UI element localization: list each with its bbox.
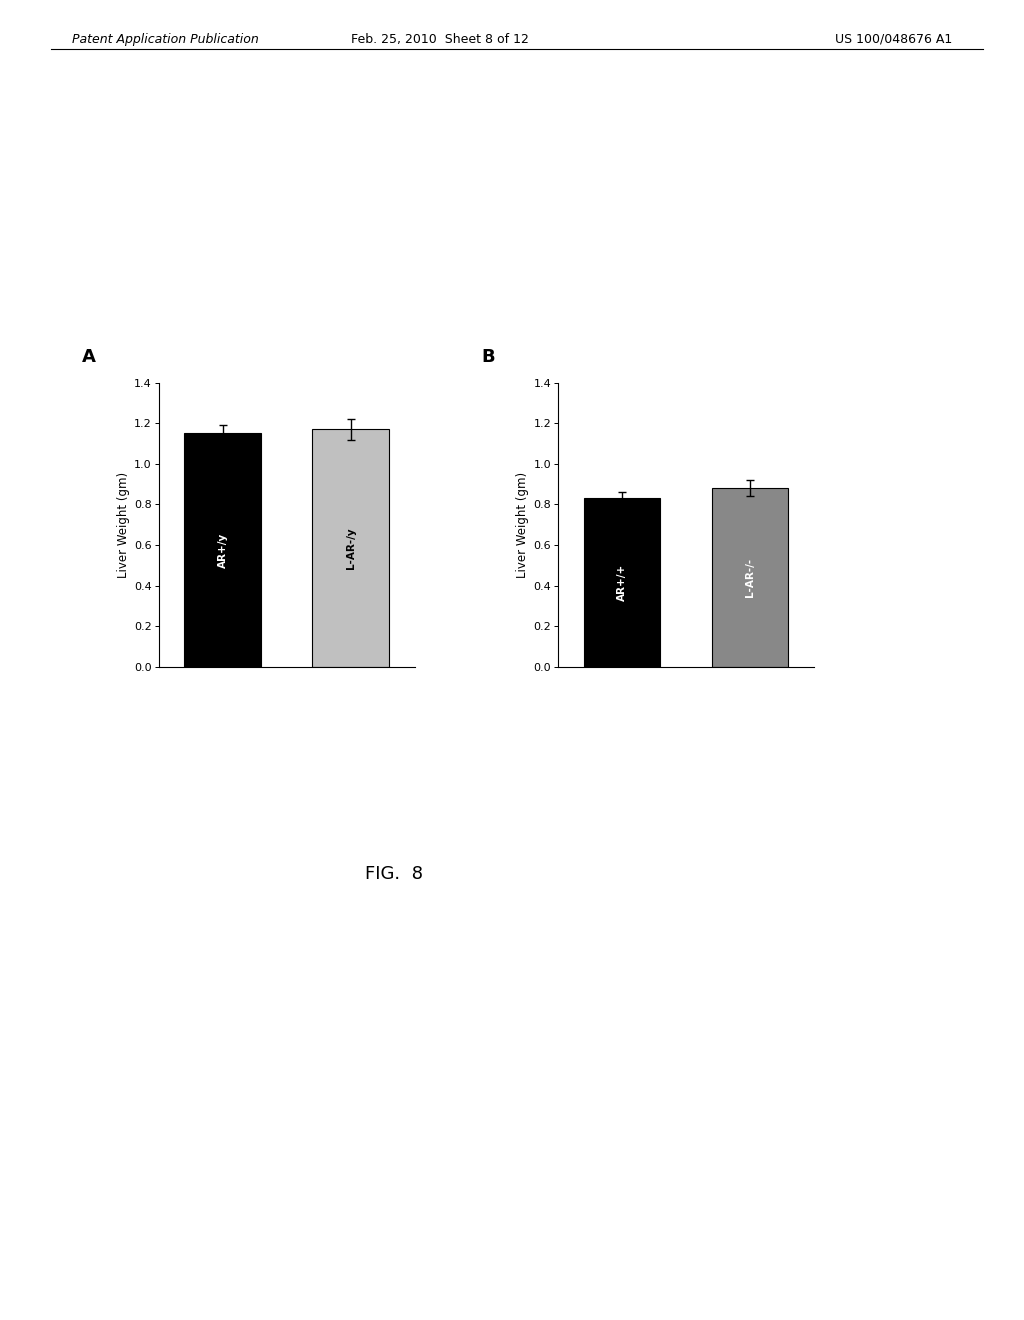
- Text: Feb. 25, 2010  Sheet 8 of 12: Feb. 25, 2010 Sheet 8 of 12: [351, 33, 529, 46]
- Text: L-AR-/y: L-AR-/y: [346, 527, 355, 569]
- Text: B: B: [481, 347, 495, 366]
- Text: AR+/y: AR+/y: [218, 532, 227, 568]
- Text: Patent Application Publication: Patent Application Publication: [72, 33, 258, 46]
- Text: US 100/048676 A1: US 100/048676 A1: [835, 33, 952, 46]
- Text: A: A: [82, 347, 96, 366]
- Bar: [712, 488, 788, 667]
- Bar: [584, 499, 660, 667]
- Y-axis label: Liver Weight (gm): Liver Weight (gm): [516, 471, 529, 578]
- Bar: [184, 433, 261, 667]
- Y-axis label: Liver Weight (gm): Liver Weight (gm): [117, 471, 130, 578]
- Bar: [312, 429, 389, 667]
- Text: L-AR-/-: L-AR-/-: [745, 558, 755, 597]
- Text: AR+/+: AR+/+: [617, 564, 627, 601]
- Text: FIG.  8: FIG. 8: [366, 865, 423, 883]
